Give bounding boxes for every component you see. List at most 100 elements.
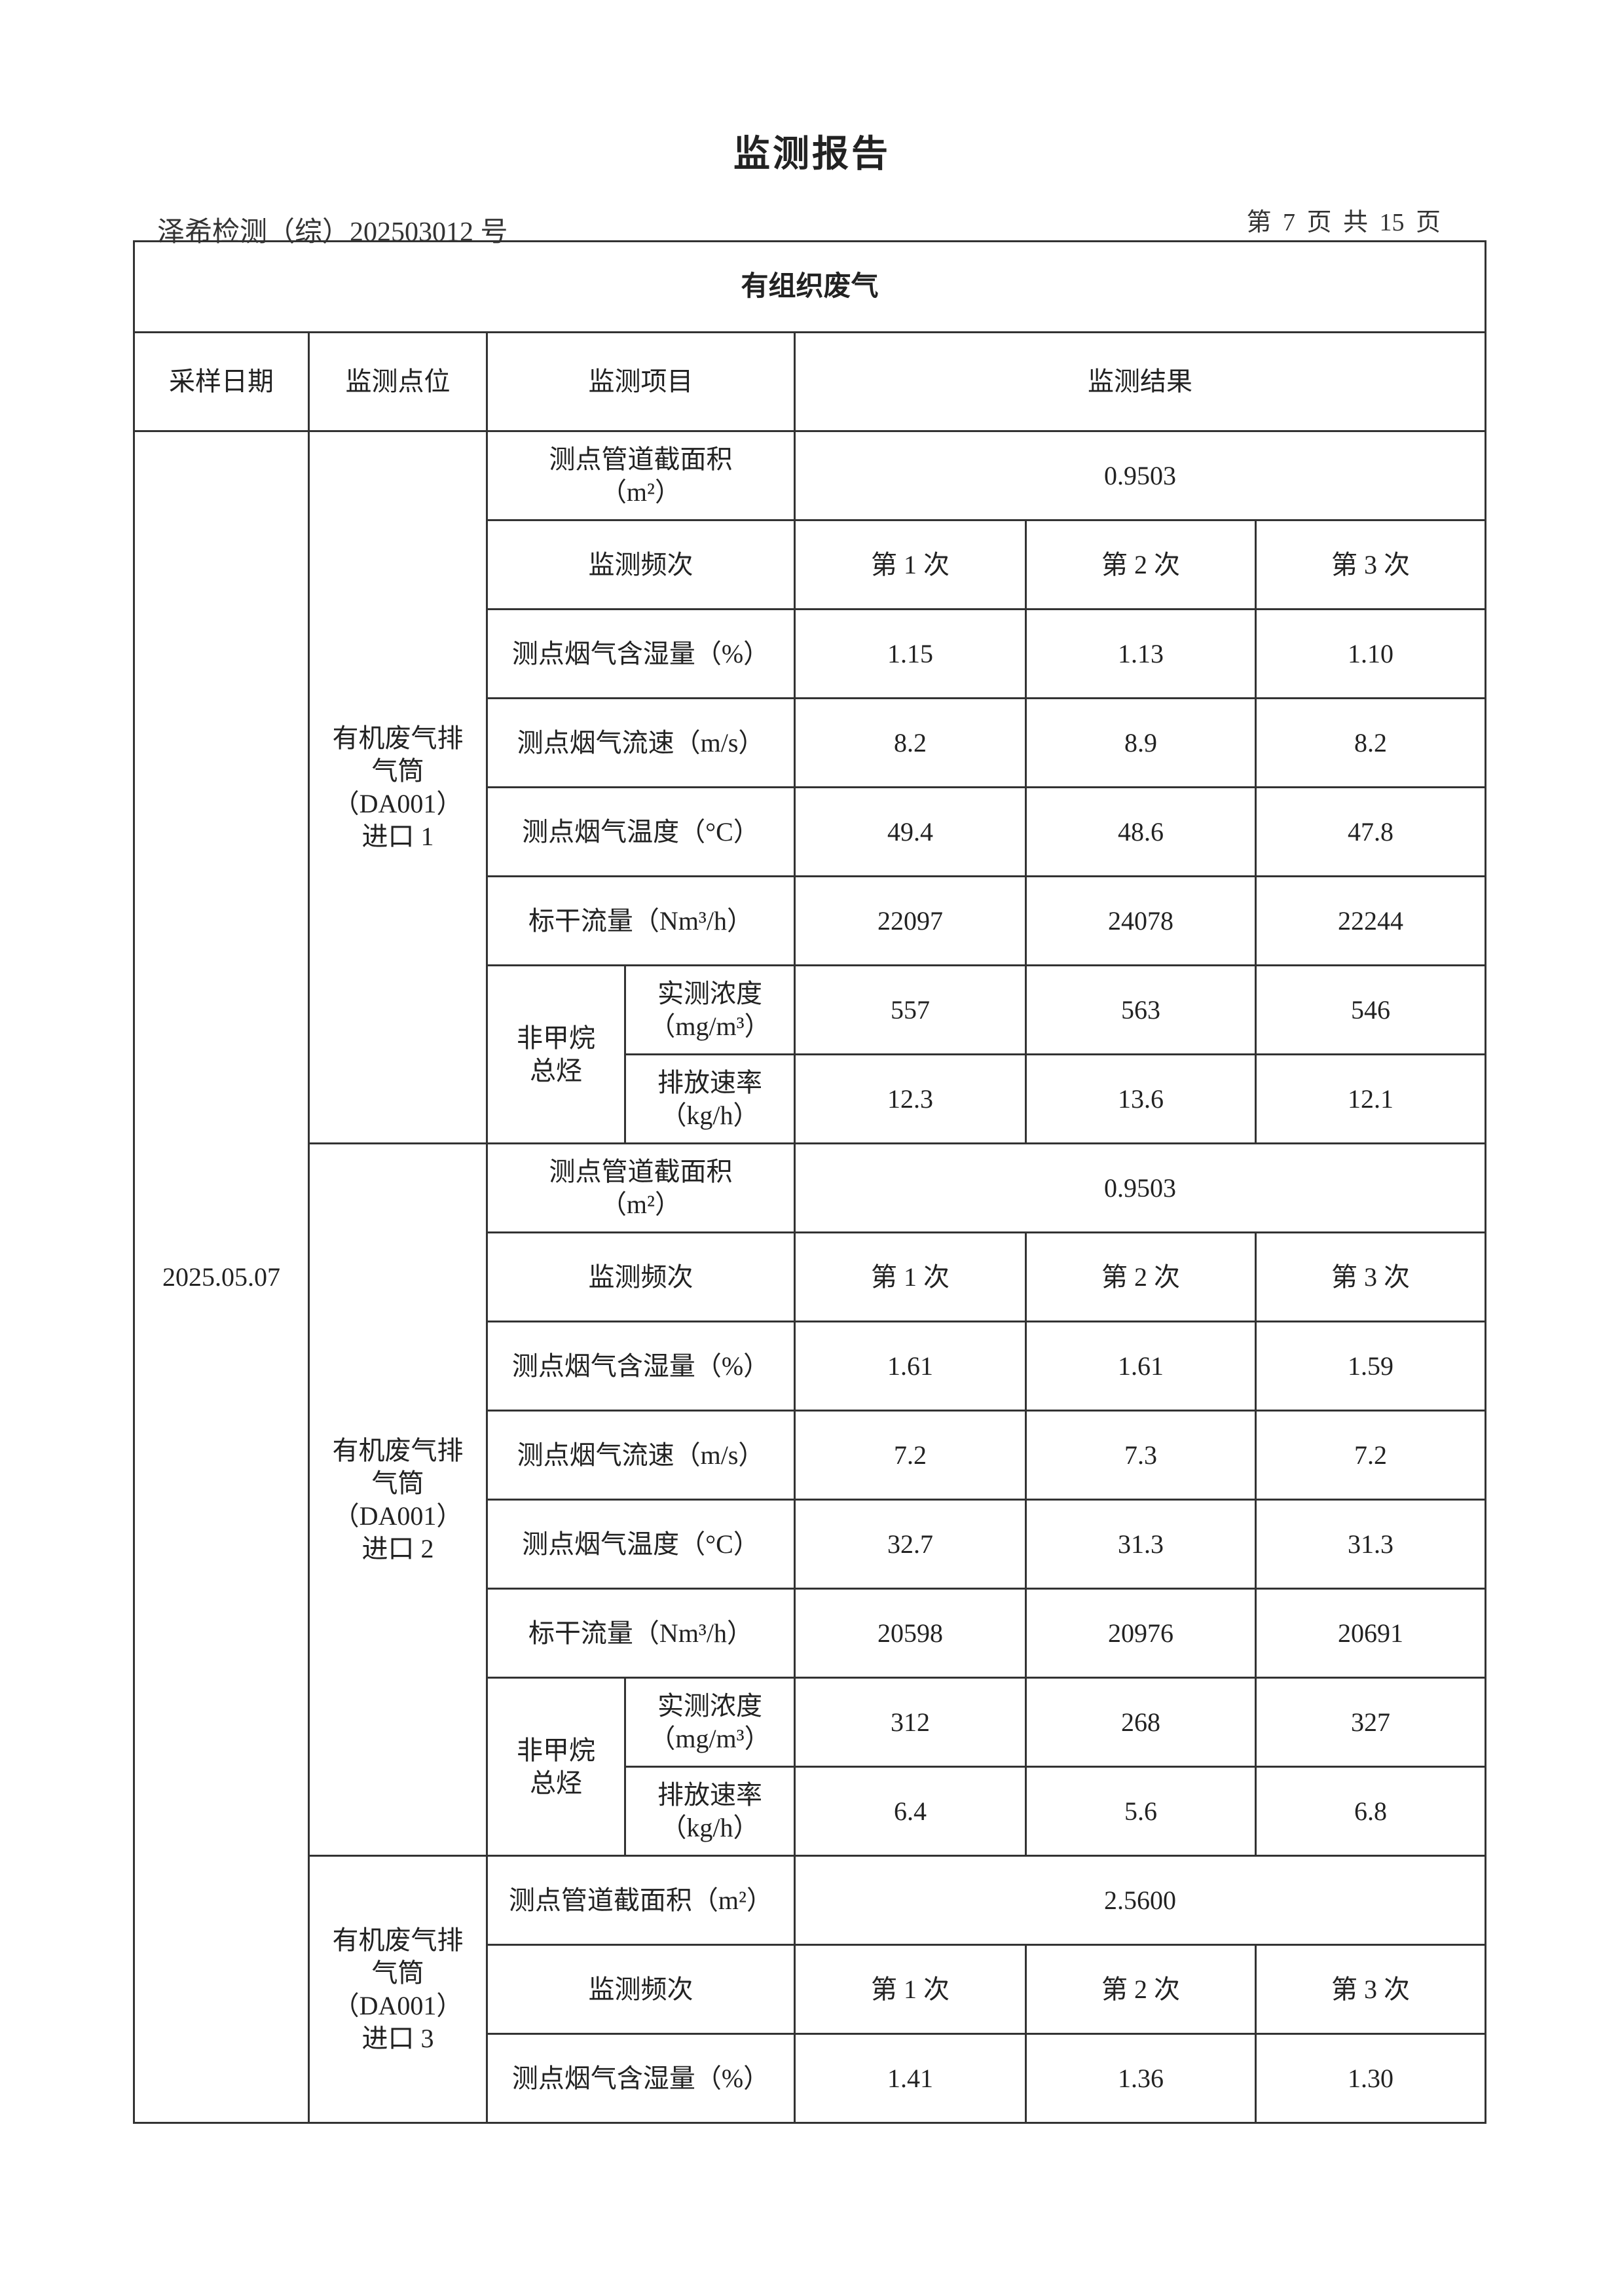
result-value: 8.9: [1025, 697, 1257, 788]
table-title-row: 有组织废气: [132, 240, 1487, 333]
result-value: 22097: [794, 875, 1027, 966]
result-value: 546: [1254, 964, 1487, 1055]
result-value: 1.13: [1025, 608, 1257, 699]
result-value: 24078: [1025, 875, 1257, 966]
table-row: 监测频次第 1 次第 2 次第 3 次: [134, 1231, 1487, 1322]
table-row: 测点烟气含湿量（%） 1.15 1.13 1.10: [134, 608, 1487, 699]
result-value: 12.1: [1254, 1053, 1487, 1144]
result-value: 8.2: [1254, 697, 1487, 788]
result-value: 48.6: [1025, 786, 1257, 877]
result-value: 20976: [1025, 1588, 1257, 1679]
table-row: 测点烟气含湿量（%） 1.41 1.36 1.30: [134, 2033, 1487, 2124]
table-row: 非甲烷 总烃 实测浓度 （mg/m³） 557 563 546: [134, 964, 1487, 1144]
table-row: 监测频次第 1 次第 2 次第 3 次: [134, 519, 1487, 610]
result-value: 31.3: [1254, 1499, 1487, 1590]
result-value: 22244: [1254, 875, 1487, 966]
table-row: 标干流量（Nm³/h） 22097 24078 22244: [134, 875, 1487, 966]
monitoring-location: 有机废气排 气筒 （DA001） 进口 2: [308, 1142, 488, 1857]
table-row: 有机废气排 气筒 （DA001） 进口 2 测点管道截面积 （m²） 0.9503: [134, 1142, 1487, 1857]
column-header-item: 监测项目: [486, 331, 796, 432]
organized-waste-gas-table: 有组织废气 采样日期 监测点位 监测项目 监测结果 2025.05.07 有机废气…: [132, 240, 1487, 2124]
item-label: 标干流量（Nm³/h）: [486, 1588, 796, 1679]
result-value: 8.2: [794, 697, 1027, 788]
round-label: 第 2 次: [1025, 1944, 1257, 2035]
result-value: 13.6: [1025, 1053, 1257, 1144]
column-header-location: 监测点位: [308, 331, 488, 432]
result-value: 1.61: [794, 1321, 1027, 1412]
item-label: 测点烟气含湿量（%）: [486, 1321, 796, 1412]
result-value: 6.4: [794, 1766, 1027, 1857]
sampling-date: 2025.05.07: [133, 430, 310, 2124]
nmhc-sub-label: 排放速率 （kg/h）: [624, 1766, 796, 1857]
section-title: 有组织废气: [132, 240, 1487, 333]
item-label: 测点烟气流速（m/s）: [486, 697, 796, 788]
result-value: 12.3: [794, 1053, 1027, 1144]
result-value: 1.41: [794, 2033, 1027, 2124]
table-row: 标干流量（Nm³/h） 20598 20976 20691: [134, 1588, 1487, 1679]
table-row: 测点烟气含湿量（%） 1.61 1.61 1.59: [134, 1321, 1487, 1412]
round-label: 第 1 次: [794, 1944, 1027, 2035]
result-value: 1.61: [1025, 1321, 1257, 1412]
round-label: 第 2 次: [1025, 519, 1257, 610]
result-value: 1.36: [1025, 2033, 1257, 2124]
table-row: 测点烟气温度（°C） 49.4 48.6 47.8: [134, 786, 1487, 877]
round-label: 第 1 次: [794, 519, 1027, 610]
result-value: 20691: [1254, 1588, 1487, 1679]
nmhc-label: 非甲烷 总烃: [486, 964, 626, 1144]
result-value: 32.7: [794, 1499, 1027, 1590]
item-label: 测点烟气含湿量（%）: [486, 2033, 796, 2124]
result-value: 1.30: [1254, 2033, 1487, 2124]
area-label: 测点管道截面积（m²）: [486, 1855, 796, 1946]
area-label: 测点管道截面积 （m²）: [486, 1142, 796, 1233]
result-value: 31.3: [1025, 1499, 1257, 1590]
item-label: 测点烟气温度（°C）: [486, 1499, 796, 1590]
result-value: 1.59: [1254, 1321, 1487, 1412]
monitoring-location: 有机废气排 气筒 （DA001） 进口 1: [308, 430, 488, 1144]
result-value: 563: [1025, 964, 1257, 1055]
round-label: 第 2 次: [1025, 1231, 1257, 1322]
result-value: 557: [794, 964, 1027, 1055]
frequency-label: 监测频次: [486, 1944, 796, 2035]
nmhc-sub-label: 实测浓度 （mg/m³）: [624, 964, 796, 1055]
table-row: 2025.05.07 有机废气排 气筒 （DA001） 进口 1 测点管道截面积 （…: [133, 430, 1487, 2124]
result-value: 5.6: [1025, 1766, 1257, 1857]
table-row: 监测频次第 1 次第 2 次第 3 次: [134, 1944, 1487, 2035]
round-label: 第 1 次: [794, 1231, 1027, 1322]
nmhc-label: 非甲烷 总烃: [486, 1677, 626, 1857]
result-value: 268: [1025, 1677, 1257, 1768]
nmhc-sub-label: 实测浓度 （mg/m³）: [624, 1677, 796, 1768]
round-label: 第 3 次: [1254, 1944, 1487, 2035]
result-value: 312: [794, 1677, 1027, 1768]
frequency-label: 监测频次: [486, 519, 796, 610]
nmhc-sub-label: 排放速率 （kg/h）: [624, 1053, 796, 1144]
frequency-label: 监测频次: [486, 1231, 796, 1322]
monitoring-location: 有机废气排 气筒 （DA001） 进口 3: [308, 1855, 488, 2124]
table-header-row: 采样日期 监测点位 监测项目 监测结果: [133, 331, 1487, 432]
result-value: 47.8: [1254, 786, 1487, 877]
area-label: 测点管道截面积 （m²）: [486, 430, 796, 521]
item-label: 标干流量（Nm³/h）: [486, 875, 796, 966]
table-row: 排放速率 （kg/h） 6.4 5.6 6.8: [134, 1766, 1487, 1857]
table-row: 排放速率 （kg/h） 12.3 13.6 12.1: [134, 1053, 1487, 1144]
result-value: 327: [1254, 1677, 1487, 1768]
table-row: 测点烟气流速（m/s） 8.2 8.9 8.2: [134, 697, 1487, 788]
result-value: 1.10: [1254, 608, 1487, 699]
table-row: 非甲烷 总烃 实测浓度 （mg/m³） 312 268 327: [134, 1677, 1487, 1857]
round-label: 第 3 次: [1254, 519, 1487, 610]
table-row: 测点烟气温度（°C） 32.7 31.3 31.3: [134, 1499, 1487, 1590]
column-header-result: 监测结果: [793, 331, 1487, 432]
result-value: 6.8: [1254, 1766, 1487, 1857]
result-value: 7.2: [1254, 1410, 1487, 1501]
page-info: 第 7 页 共 15 页: [1246, 209, 1441, 236]
table-row: 有机废气排 气筒 （DA001） 进口 3 测点管道截面积（m²） 2.5600: [134, 1855, 1487, 2124]
result-value: 7.3: [1025, 1410, 1257, 1501]
result-value: 1.15: [794, 608, 1027, 699]
item-label: 测点烟气含湿量（%）: [486, 608, 796, 699]
column-header-date: 采样日期: [133, 331, 310, 432]
area-value: 0.9503: [793, 430, 1487, 521]
result-value: 20598: [794, 1588, 1027, 1679]
round-label: 第 3 次: [1254, 1231, 1487, 1322]
result-value: 49.4: [794, 786, 1027, 877]
result-value: 7.2: [794, 1410, 1027, 1501]
item-label: 测点烟气温度（°C）: [486, 786, 796, 877]
